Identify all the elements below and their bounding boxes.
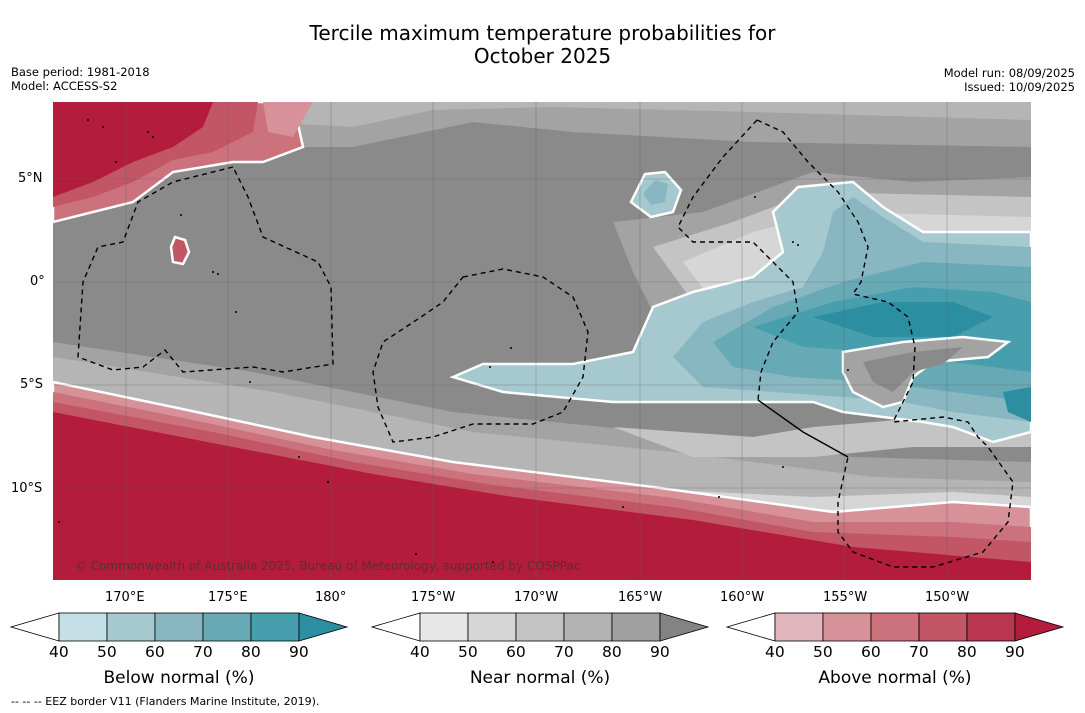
tick: 60 [861,643,881,661]
model-name: Model: ACCESS-S2 [11,79,118,93]
tick: 70 [909,643,929,661]
colorbar-above-normal [725,612,1065,642]
colorbar-strip [9,612,1065,642]
meta-right: Model run: 08/09/2025 Issued: 10/09/2025 [944,66,1075,94]
tick: 40 [49,643,69,661]
tick: 80 [957,643,977,661]
title-line-1: Tercile maximum temperature probabilitie… [309,21,776,45]
meta-left: Base period: 1981-2018 Model: ACCESS-S2 [11,65,150,93]
tick: 50 [458,643,478,661]
colorbar-label-near: Near normal (%) [469,668,611,688]
base-period: Base period: 1981-2018 [11,65,150,79]
tick: 80 [602,643,622,661]
probability-map: © Commonwealth of Australia 2025, Bureau… [53,102,1031,580]
copyright-notice: © Commonwealth of Australia 2025, Bureau… [75,559,580,573]
lon-label-175e: 175°E [208,590,248,605]
colorbar-label-below: Below normal (%) [103,668,255,688]
model-run: Model run: 08/09/2025 [943,66,1075,80]
lat-label-5n: 5°N [18,171,43,186]
colorbar-near-normal [370,612,710,642]
colorbar-below-normal [9,612,349,642]
tick: 90 [1005,643,1025,661]
lon-label-150w: 150°W [925,590,970,605]
tick: 90 [650,643,670,661]
tick: 70 [554,643,574,661]
map-title: Tercile maximum temperature probabilitie… [0,22,1085,68]
lon-label-155w: 155°W [823,590,868,605]
lat-label-5s: 5°S [20,377,44,392]
tick: 40 [410,643,430,661]
tick: 80 [241,643,261,661]
lon-label-175w: 175°W [411,590,456,605]
tick: 60 [506,643,526,661]
lon-label-160w: 160°W [720,590,765,605]
lat-label-0: 0° [30,274,45,289]
tick: 50 [813,643,833,661]
lat-label-10s: 10°S [11,481,43,496]
lon-label-170e: 170°E [105,590,145,605]
tick: 70 [193,643,213,661]
tick: 50 [97,643,117,661]
tick: 40 [765,643,785,661]
tick: 90 [289,643,309,661]
issued-date: Issued: 10/09/2025 [964,80,1075,94]
lon-label-170w: 170°W [514,590,559,605]
eez-footnote: -- -- -- EEZ border V11 (Flanders Marine… [11,695,320,708]
lon-label-180: 180° [315,590,347,605]
lon-label-165w: 165°W [618,590,663,605]
colorbar-label-above: Above normal (%) [818,668,972,688]
tick: 60 [145,643,165,661]
title-line-2: October 2025 [473,44,612,68]
